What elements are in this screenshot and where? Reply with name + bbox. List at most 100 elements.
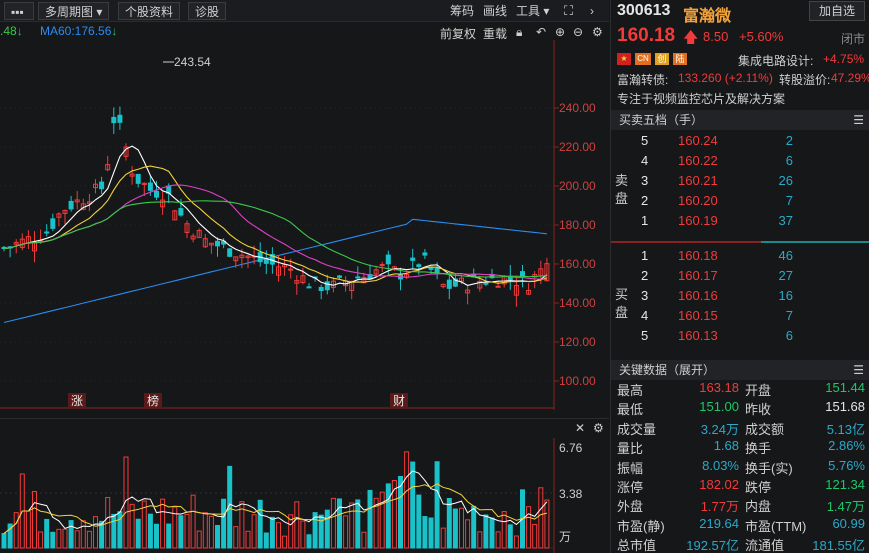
volume-bar <box>184 513 190 549</box>
settings-icon[interactable]: ⚙ <box>592 25 603 39</box>
sell-side-label: 卖盘 <box>615 172 628 208</box>
sector-label[interactable]: 集成电路设计: <box>738 54 814 68</box>
volume-bar <box>544 499 550 549</box>
volume-bar <box>68 520 74 549</box>
zoom-in-icon[interactable]: ⊕ <box>555 25 566 39</box>
orderbook-row[interactable]: 5 160.13 6 <box>611 328 869 348</box>
volume-settings-icon[interactable]: ⚙ <box>593 421 604 435</box>
orderbook-row[interactable]: 1 160.19 37 <box>611 213 869 233</box>
fullscreen-icon[interactable]: ⛶ <box>564 3 574 18</box>
keydata-label: 振幅 <box>617 460 644 476</box>
menu-button[interactable]: ▪▪▪ <box>4 2 34 20</box>
level-price: 160.20 <box>678 193 718 208</box>
volume-bar <box>465 519 471 549</box>
orderbook-row[interactable]: 4 160.15 7 <box>611 308 869 328</box>
keydata-row: 最高 163.18 开盘 151.44 <box>611 380 869 399</box>
multi-period-label: 多周期图 <box>45 5 94 19</box>
lock-icon[interactable]: 🔒︎ <box>516 25 523 39</box>
volume-header: ✕ ⚙ <box>0 418 609 438</box>
undo-icon[interactable]: ↶ <box>536 25 547 39</box>
event-tag-limit[interactable] <box>68 393 86 408</box>
multi-period-button[interactable]: 多周期图 ▾ <box>38 2 110 20</box>
volume-bar <box>391 479 397 549</box>
keydata-label: 总市值 <box>617 538 657 553</box>
level-volume: 6 <box>785 328 793 343</box>
zoom-out-icon[interactable]: ⊖ <box>573 25 584 39</box>
keydata-label: 内盘 <box>745 499 772 515</box>
draw-line-button[interactable]: 画线 <box>483 4 508 18</box>
candle-body <box>483 282 489 285</box>
volume-bar <box>507 524 513 549</box>
orderbook-row[interactable]: 3 160.21 26 <box>611 173 869 193</box>
orderbook-header[interactable]: 买卖五档（手） ☰ <box>611 110 869 130</box>
candle-body <box>202 238 208 248</box>
level-volume: 6 <box>785 153 793 168</box>
collapse-icon[interactable]: › <box>590 4 594 18</box>
candle-body <box>324 281 330 291</box>
candle-body <box>129 173 135 177</box>
add-favorite-button[interactable]: 加自选 <box>809 1 865 21</box>
candle-body <box>93 183 98 189</box>
level-volume: 26 <box>778 173 793 188</box>
event-tag-finance[interactable] <box>390 393 408 408</box>
chips-button[interactable]: 筹码 <box>450 4 475 18</box>
bond-label[interactable]: 富瀚转债: <box>617 73 669 87</box>
keydata-value: 151.00 <box>699 399 739 415</box>
keydata-value: 3.24万 <box>700 421 739 437</box>
candle-body <box>190 235 196 240</box>
keydata-label: 量比 <box>617 441 644 457</box>
reload-button[interactable]: 重载 <box>483 27 508 41</box>
tools-menu[interactable]: 工具 ▾ <box>516 4 550 18</box>
orderbook-row[interactable]: 1 160.18 46 <box>611 248 869 268</box>
keydata-title: 关键数据（展开） <box>619 363 716 377</box>
volume-bar <box>501 511 507 549</box>
candlestick-chart[interactable]: 240.00 220.00 200.00 180.00 160.00 140.00 120.… <box>0 40 609 413</box>
keydata-header[interactable]: 关键数据（展开） ☰ <box>611 360 869 380</box>
volume-bar <box>355 499 361 549</box>
keydata-value: 1.68 <box>713 438 739 454</box>
stock-info-button[interactable]: 个股资料 <box>118 2 181 20</box>
volume-bar <box>166 523 172 549</box>
volume-bar <box>208 515 214 549</box>
volume-bar <box>294 501 300 549</box>
price-axis-label: 220.00 <box>559 140 596 154</box>
candle-body <box>196 229 202 239</box>
candle-body <box>440 283 446 288</box>
orderbook-menu-icon[interactable]: ☰ <box>853 113 864 127</box>
keydata-value: 219.64 <box>699 515 739 531</box>
orderbook-row[interactable]: 2 160.20 7 <box>611 193 869 213</box>
level-price: 160.16 <box>678 288 718 303</box>
keydata-label: 流通值 <box>745 538 785 553</box>
keydata-value: 2.86% <box>828 438 865 454</box>
volume-close-icon[interactable]: ✕ <box>575 421 586 435</box>
china-flag-icon: ★ <box>617 53 631 65</box>
orderbook-row[interactable]: 4 160.22 6 <box>611 153 869 173</box>
event-tag-finance-label: 财 <box>393 394 405 408</box>
orderbook-title: 买卖五档（手） <box>619 113 704 127</box>
candle-body <box>276 266 281 276</box>
price-axis-label: 100.00 <box>559 374 596 388</box>
candle-body <box>373 269 379 275</box>
level-price: 160.18 <box>678 248 718 263</box>
volume-chart[interactable]: 6.76 3.38 万 <box>0 438 609 553</box>
volume-bar <box>56 528 62 549</box>
volume-bar <box>410 461 416 549</box>
volume-bar <box>233 526 239 549</box>
candle-body <box>44 231 50 234</box>
orderbook-row[interactable]: 5 160.24 2 <box>611 133 869 153</box>
volume-bar <box>452 508 458 549</box>
adjust-button[interactable]: 前复权 <box>440 27 477 41</box>
candle-body <box>233 256 239 262</box>
price-axis-label: 160.00 <box>559 257 596 271</box>
orderbook-row[interactable]: 3 160.16 16 <box>611 288 869 308</box>
candle-body <box>74 199 80 203</box>
orderbook-row[interactable]: 2 160.17 27 <box>611 268 869 288</box>
volume-bar <box>385 483 391 549</box>
diagnose-button[interactable]: 诊股 <box>188 2 227 20</box>
volume-axis-label-mid: 3.38 <box>559 487 583 501</box>
volume-bar <box>123 456 129 549</box>
volume-bar <box>172 506 178 549</box>
keydata-menu-icon[interactable]: ☰ <box>853 363 864 377</box>
event-tag-list[interactable] <box>144 393 162 408</box>
volume-bar <box>428 517 434 549</box>
